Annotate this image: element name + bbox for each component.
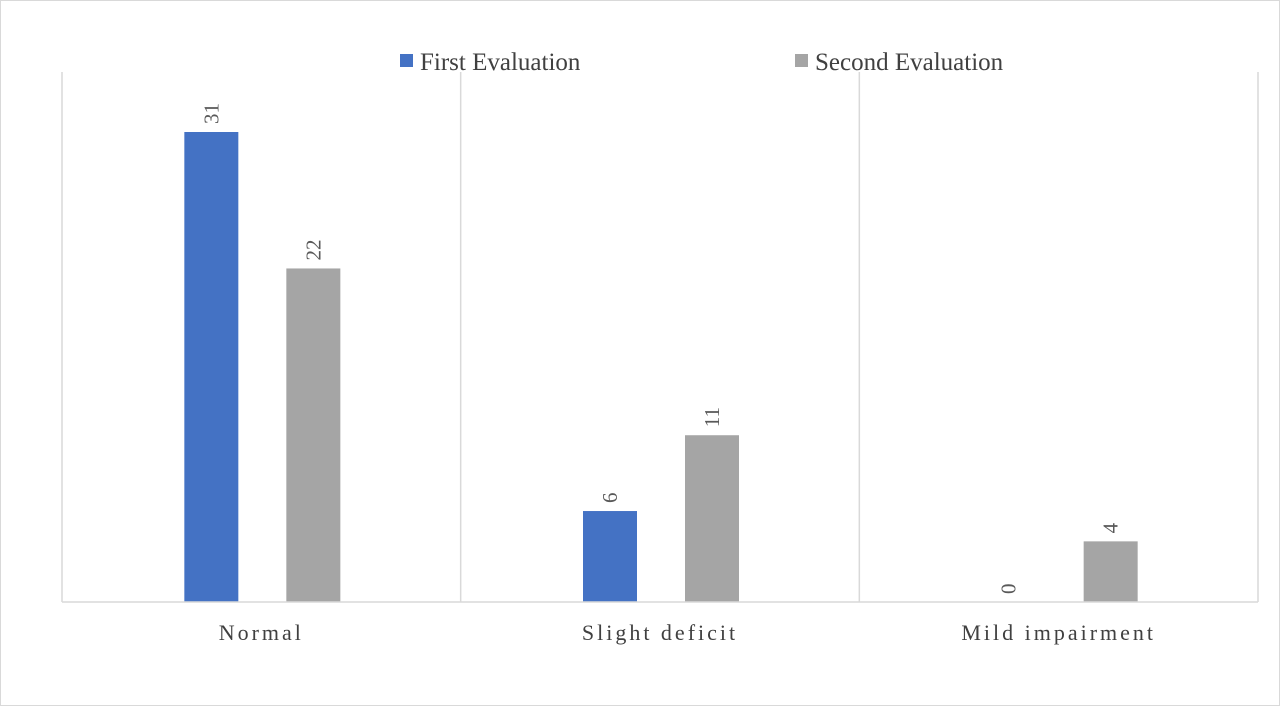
bar-group bbox=[184, 132, 1138, 602]
category-labels: Normal Slight deficit Mild impairment bbox=[219, 620, 1156, 645]
category-label: Mild impairment bbox=[961, 620, 1156, 645]
data-label: 11 bbox=[700, 407, 724, 427]
data-label: 22 bbox=[301, 239, 325, 260]
category-label: Slight deficit bbox=[582, 620, 738, 645]
category-label: Normal bbox=[219, 620, 304, 645]
data-label: 0 bbox=[997, 583, 1021, 594]
bar bbox=[583, 511, 637, 602]
bar bbox=[184, 132, 239, 602]
data-labels: 31 6 0 22 11 4 bbox=[199, 103, 1122, 594]
data-label: 31 bbox=[199, 103, 223, 124]
legend: First Evaluation Second Evaluation bbox=[400, 49, 1004, 76]
bar bbox=[1083, 541, 1138, 602]
legend-swatch bbox=[795, 54, 808, 67]
data-label: 6 bbox=[598, 493, 622, 504]
legend-swatch bbox=[400, 54, 413, 67]
bar bbox=[286, 268, 341, 602]
category-separators bbox=[61, 72, 1259, 602]
bar bbox=[685, 435, 739, 602]
legend-label: Second Evaluation bbox=[815, 49, 1004, 76]
data-label: 4 bbox=[1099, 522, 1123, 533]
legend-label: First Evaluation bbox=[420, 49, 581, 76]
